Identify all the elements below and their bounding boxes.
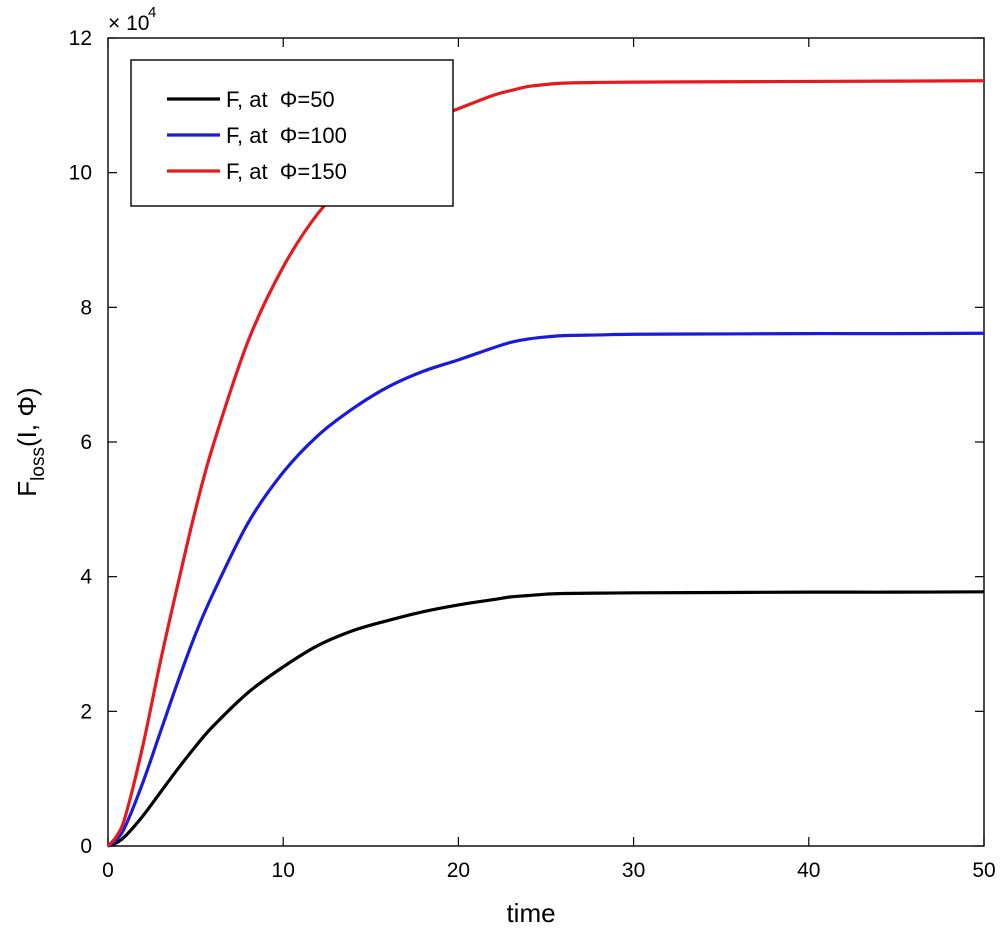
x-tick-label: 40 (797, 859, 820, 882)
y-exponent-base: × 10 (108, 12, 149, 35)
legend: F, at Φ=50 F, at Φ=100 F, at Φ=150 (130, 59, 454, 207)
y-axis-title: Floss(I, Φ) (12, 387, 49, 496)
legend-entry-phi-50-label: F, at Φ=50 (226, 87, 335, 112)
y-axis-title-sub: loss (28, 447, 49, 481)
legend-entry-phi-100-label: F, at Φ=100 (226, 123, 347, 148)
x-tick-label: 20 (447, 859, 470, 882)
series-line-phi-50 (107, 590, 985, 848)
y-tick-label: 8 (80, 296, 92, 319)
y-tick-label: 0 (80, 835, 92, 858)
y-tick-label: 10 (69, 162, 92, 185)
y-axis-title-main: F (12, 481, 42, 497)
svg-text:Floss(I, Φ): Floss(I, Φ) (12, 387, 49, 496)
tick-group: 0 10 20 30 40 50 0 2 4 6 8 10 12 (69, 27, 996, 882)
x-tick-label: 50 (972, 859, 995, 882)
x-tick-label: 10 (272, 859, 295, 882)
legend-box (130, 59, 454, 207)
legend-entry-phi-150-label: F, at Φ=150 (226, 159, 347, 184)
x-tick-label: 30 (622, 859, 645, 882)
y-tick-label: 6 (80, 431, 92, 454)
y-tick-label: 4 (80, 566, 92, 589)
series-line-phi-100 (107, 331, 985, 848)
x-tick-label: 0 (102, 859, 114, 882)
x-axis-title: time (506, 898, 555, 928)
y-axis-title-args: (I, Φ) (12, 387, 42, 447)
y-exponent-power: 4 (148, 4, 156, 21)
y-tick-label: 12 (69, 27, 92, 50)
y-tick-label: 2 (80, 700, 92, 723)
